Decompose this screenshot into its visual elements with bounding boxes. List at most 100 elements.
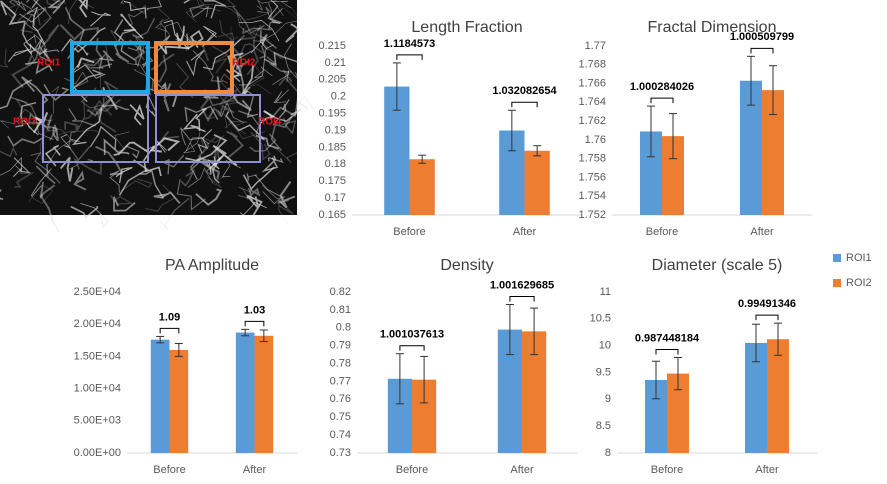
- vessel: [249, 133, 277, 152]
- y-tick-label: 8.5: [596, 420, 611, 432]
- roi2-box: [154, 41, 234, 94]
- y-tick-label: 9.5: [596, 366, 611, 378]
- x-tick-label: Before: [646, 226, 678, 238]
- vessel: [269, 100, 309, 121]
- vessel: [0, 0, 25, 25]
- vessel: [50, 0, 66, 10]
- vessel: [240, 65, 254, 96]
- vessel: [238, 43, 264, 59]
- vessel: [224, 0, 240, 17]
- bracket: [655, 348, 679, 355]
- vessel: [39, 184, 61, 232]
- vessel: [183, 132, 201, 154]
- vessel: [0, 146, 18, 158]
- bar: [235, 332, 255, 453]
- legend-swatch: [833, 254, 841, 262]
- legend-label: ROI2: [846, 277, 872, 289]
- vessel: [46, 114, 59, 141]
- vessel: [230, 34, 246, 77]
- bar: [767, 339, 789, 453]
- roi-label: ROI1: [37, 58, 61, 69]
- vessel: [118, 159, 150, 196]
- bracket: [650, 97, 674, 104]
- bracket: [244, 320, 265, 327]
- vessel: [68, 0, 94, 24]
- vessel: [202, 76, 221, 99]
- vessel: [60, 134, 71, 149]
- vessel: [39, 181, 44, 199]
- vessel: [14, 98, 28, 125]
- microscopy-image: ROI1 ROI2 ROI3 ROI4: [0, 0, 315, 232]
- vessel: [155, 22, 170, 35]
- x-tick-label: After: [510, 464, 534, 476]
- vessel: [10, 96, 50, 132]
- y-tick-label: 0.19: [325, 124, 346, 136]
- y-tick-label: 0.185: [318, 141, 346, 153]
- vessel: [253, 20, 300, 42]
- x-tick-label: Before: [153, 464, 185, 476]
- vessel: [127, 10, 144, 26]
- annotation: 1.001629685: [490, 279, 554, 291]
- y-tick-label: 1.758: [578, 153, 606, 165]
- vessel: [250, 131, 271, 161]
- vessel: [187, 36, 210, 62]
- vessel: [236, 12, 261, 39]
- bracket: [750, 47, 774, 54]
- bracket: [399, 345, 425, 351]
- vessel: [185, 137, 210, 152]
- vessel: [129, 103, 145, 126]
- bracket: [511, 101, 538, 108]
- vessel: [82, 53, 107, 69]
- legend-label: ROI1: [846, 252, 872, 264]
- vessel: [183, 38, 198, 52]
- vessel: [78, 0, 88, 18]
- vessel: [246, 187, 261, 202]
- vessel: [263, 51, 299, 67]
- vessel: [123, 0, 147, 19]
- vessel: [267, 0, 281, 25]
- y-tick-label: 0.205: [318, 74, 346, 86]
- bar: [169, 349, 189, 453]
- vessel: [77, 99, 86, 132]
- vessel: [38, 24, 60, 56]
- vessel: [15, 101, 37, 128]
- vessel: [150, 53, 175, 71]
- vessel: [278, 199, 294, 225]
- y-tick-label: 0.82: [330, 286, 351, 298]
- y-tick-label: 1.752: [578, 209, 606, 221]
- vessel: [228, 120, 266, 140]
- y-tick-label: 1.768: [578, 59, 606, 71]
- vessel: [73, 170, 87, 191]
- vessel: [103, 138, 130, 155]
- bracket: [509, 296, 535, 302]
- vessel: [68, 108, 96, 127]
- vessel: [145, 184, 176, 212]
- vessel: [192, 50, 223, 82]
- vessel: [285, 77, 315, 110]
- vessel: [0, 3, 21, 19]
- y-tick-label: 2.00E+04: [74, 318, 121, 330]
- annotation: 0.987448184: [635, 332, 700, 344]
- vessel: [238, 49, 266, 86]
- y-tick-label: 0.76: [330, 393, 351, 405]
- vessel: [125, 145, 140, 159]
- annotation: 1.001037613: [380, 329, 444, 341]
- y-tick-label: 0.00E+00: [74, 447, 121, 459]
- vessel: [120, 0, 125, 4]
- vessel: [237, 186, 252, 199]
- chart-title: Diameter (scale 5): [652, 257, 783, 274]
- x-tick-label: Before: [393, 226, 425, 238]
- vessel: [0, 48, 9, 68]
- vessel: [182, 113, 206, 133]
- vessel: [206, 108, 228, 129]
- x-tick-label: After: [750, 226, 774, 238]
- y-tick-label: 1.77: [585, 40, 606, 52]
- vessel: [138, 169, 165, 199]
- vessel: [249, 65, 272, 95]
- vessel: [12, 157, 31, 178]
- vessel: [180, 168, 196, 187]
- vessel: [121, 178, 153, 192]
- annotation: 1.03: [244, 304, 265, 316]
- vessel: [0, 189, 4, 200]
- vessel: [278, 181, 296, 209]
